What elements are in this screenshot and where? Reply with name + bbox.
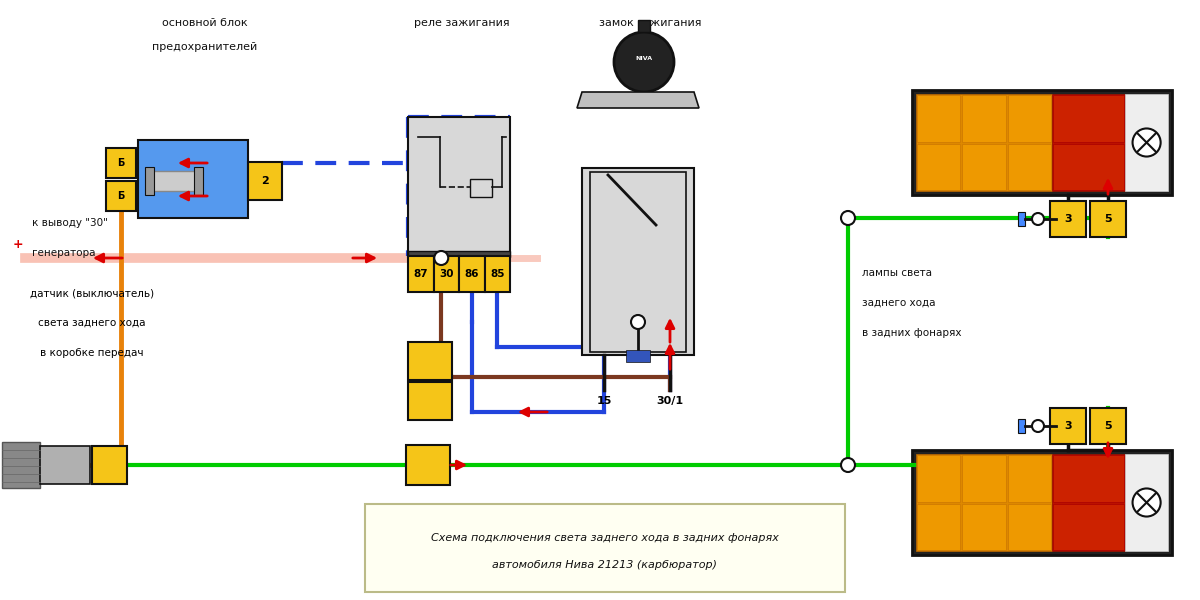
Circle shape: [841, 458, 854, 472]
Bar: [962, 503, 1006, 550]
Circle shape: [631, 315, 646, 329]
Bar: [408, 251, 510, 257]
Bar: [408, 117, 510, 257]
Text: реле зажигания: реле зажигания: [414, 18, 510, 28]
Bar: [194, 167, 203, 195]
Bar: [1050, 408, 1086, 444]
Text: +: +: [13, 238, 23, 251]
Bar: [365, 504, 845, 592]
Bar: [1054, 455, 1124, 502]
Bar: [912, 90, 1172, 195]
Bar: [916, 94, 1052, 191]
Bar: [1090, 408, 1126, 444]
Bar: [1008, 95, 1051, 142]
Text: 3: 3: [1064, 214, 1072, 224]
Circle shape: [1032, 213, 1044, 225]
Bar: [92, 446, 127, 484]
Bar: [1126, 94, 1168, 191]
Text: 5: 5: [1104, 214, 1112, 224]
Bar: [626, 350, 650, 362]
Bar: [470, 179, 492, 197]
Text: основной блок: основной блок: [162, 18, 248, 28]
Bar: [916, 454, 1052, 551]
Bar: [408, 382, 452, 420]
Bar: [917, 95, 960, 142]
Bar: [962, 95, 1006, 142]
Text: датчик (выключатель): датчик (выключатель): [30, 288, 154, 298]
Bar: [40, 446, 90, 484]
Bar: [582, 168, 694, 355]
Bar: [433, 256, 458, 292]
Bar: [1126, 454, 1168, 551]
Bar: [458, 256, 485, 292]
Text: 2: 2: [262, 176, 269, 186]
Text: в коробке передач: в коробке передач: [41, 348, 144, 358]
Text: 30/1: 30/1: [656, 396, 684, 406]
Bar: [917, 455, 960, 502]
Bar: [917, 143, 960, 190]
Text: 87: 87: [414, 269, 428, 279]
Text: 30: 30: [439, 269, 454, 279]
Bar: [408, 256, 433, 292]
Bar: [248, 162, 282, 200]
Text: 86: 86: [464, 269, 479, 279]
Polygon shape: [577, 92, 698, 108]
Text: NIVA: NIVA: [636, 56, 653, 61]
Bar: [408, 342, 452, 380]
Bar: [2, 442, 40, 488]
Bar: [638, 20, 650, 32]
Bar: [590, 172, 686, 352]
Bar: [485, 256, 510, 292]
Text: Схема подключения света заднего хода в задних фонарях: Схема подключения света заднего хода в з…: [431, 533, 779, 543]
Bar: [1054, 95, 1124, 142]
Circle shape: [614, 32, 674, 92]
Bar: [1018, 212, 1025, 226]
Text: заднего хода: заднего хода: [862, 298, 936, 308]
Text: к выводу "30": к выводу "30": [32, 218, 108, 228]
Bar: [962, 143, 1006, 190]
Bar: [1050, 201, 1086, 237]
Bar: [406, 445, 450, 485]
Text: предохранителей: предохранителей: [152, 42, 258, 52]
Bar: [1090, 201, 1126, 237]
Text: 85: 85: [490, 269, 504, 279]
Text: генератора: генератора: [32, 248, 96, 258]
Text: Б: Б: [118, 191, 125, 201]
Bar: [1054, 143, 1124, 190]
Bar: [1018, 419, 1025, 433]
Circle shape: [1133, 128, 1160, 157]
Bar: [106, 148, 136, 178]
Circle shape: [1032, 420, 1044, 432]
Bar: [912, 450, 1172, 555]
Text: автомобиля Нива 21213 (карбюратор): автомобиля Нива 21213 (карбюратор): [492, 560, 718, 570]
Bar: [1008, 143, 1051, 190]
Circle shape: [841, 211, 854, 225]
Bar: [152, 171, 194, 191]
Text: 15: 15: [596, 396, 612, 406]
Bar: [1054, 503, 1124, 550]
Bar: [1008, 455, 1051, 502]
Circle shape: [1133, 488, 1160, 517]
Bar: [145, 167, 154, 195]
Text: 5: 5: [1104, 421, 1112, 431]
Bar: [962, 455, 1006, 502]
Bar: [1008, 503, 1051, 550]
Bar: [1052, 94, 1126, 191]
Bar: [917, 503, 960, 550]
Text: 3: 3: [1064, 421, 1072, 431]
Text: света заднего хода: света заднего хода: [38, 318, 145, 328]
Bar: [106, 181, 136, 211]
Bar: [1052, 454, 1126, 551]
Text: Б: Б: [118, 158, 125, 168]
Bar: [138, 140, 248, 218]
Text: в задних фонарях: в задних фонарях: [862, 328, 961, 338]
Text: лампы света: лампы света: [862, 268, 932, 278]
Circle shape: [434, 251, 449, 265]
Text: замок зажигания: замок зажигания: [599, 18, 701, 28]
